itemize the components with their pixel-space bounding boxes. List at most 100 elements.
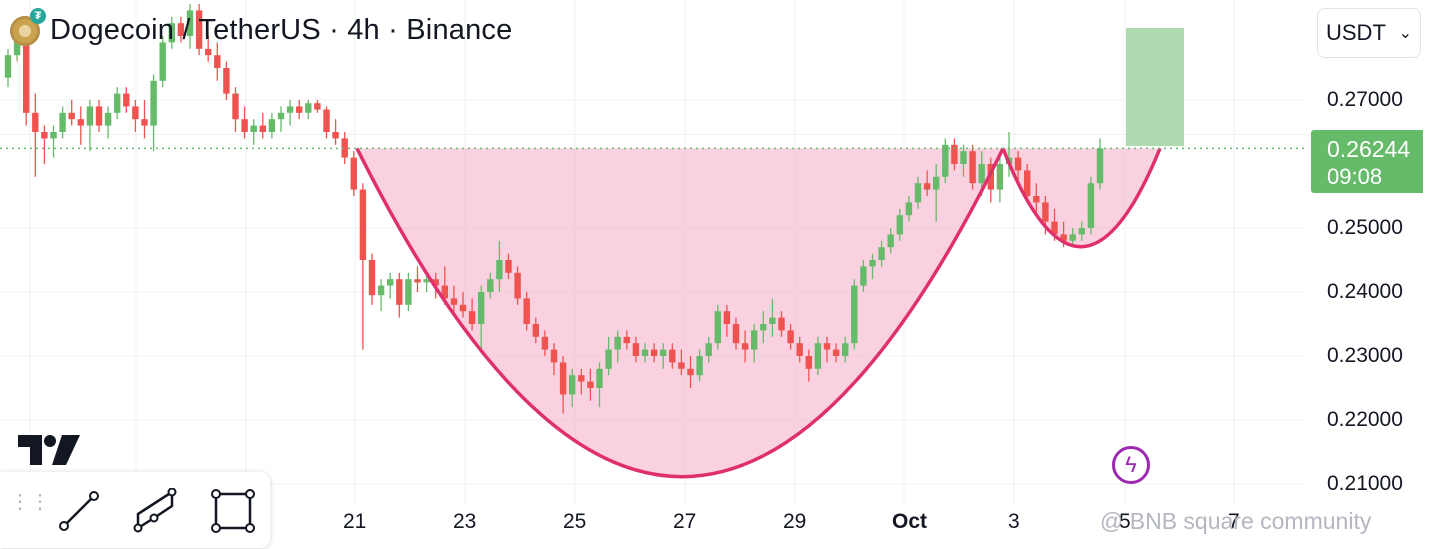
candle-bearish xyxy=(141,119,148,126)
candle-bullish xyxy=(960,151,967,164)
candle-bullish xyxy=(769,317,776,324)
trend-line-icon[interactable] xyxy=(56,488,102,534)
candle-bullish xyxy=(268,119,276,132)
candle-bullish xyxy=(878,247,885,260)
candle-bullish xyxy=(905,202,913,216)
candle-bearish xyxy=(578,375,585,382)
candle-bearish xyxy=(951,144,958,164)
candle-bullish xyxy=(714,311,721,344)
y-axis-tick-label: 0.27000 xyxy=(1327,88,1403,111)
candle-bearish xyxy=(687,368,694,376)
candle-bearish xyxy=(1024,170,1031,196)
candle-bullish xyxy=(159,42,166,81)
candle-bullish xyxy=(605,349,612,369)
candle-bullish xyxy=(1078,228,1085,235)
candle-bullish xyxy=(933,176,940,190)
candle-bearish xyxy=(450,298,458,305)
candle-bearish xyxy=(778,317,785,331)
candle-bearish xyxy=(32,112,39,132)
candle-bearish xyxy=(396,279,403,305)
candle-bullish xyxy=(59,112,66,132)
candle-bullish xyxy=(86,106,94,126)
rectangle-icon[interactable] xyxy=(210,488,256,534)
y-axis-tick-label: 0.22000 xyxy=(1327,408,1403,431)
candle-bearish xyxy=(514,272,521,299)
candle-bearish xyxy=(1033,196,1040,203)
candle-bullish xyxy=(842,343,849,356)
candle-bearish xyxy=(296,106,303,113)
candle-bullish xyxy=(478,292,485,324)
last-price-tag: 0.26244 09:08 xyxy=(1311,130,1423,193)
candle-bullish xyxy=(660,349,667,356)
candle-bearish xyxy=(678,362,685,369)
candle-bearish xyxy=(632,343,640,356)
candle-bullish xyxy=(487,279,494,292)
candle-bearish xyxy=(669,349,676,363)
candle-bullish xyxy=(569,375,576,395)
price-target-box xyxy=(1126,28,1184,146)
candle-bullish xyxy=(614,336,621,350)
candle-bearish xyxy=(77,119,84,126)
candle-bullish xyxy=(13,36,21,56)
candle-bullish xyxy=(305,103,312,113)
candle-bearish xyxy=(1060,234,1067,241)
candle-bearish xyxy=(1042,202,1049,222)
x-axis-tick-label: 27 xyxy=(673,510,697,533)
candle-bearish xyxy=(468,311,476,324)
chevron-down-icon: ⌄ xyxy=(1398,25,1412,42)
candle-bullish xyxy=(887,234,894,248)
y-axis-tick-label: 0.23000 xyxy=(1327,344,1403,367)
candle-bearish xyxy=(323,109,330,132)
candle-bearish xyxy=(241,119,248,132)
cup-curve xyxy=(355,147,1005,479)
candle-bearish xyxy=(41,132,48,139)
candle-bullish xyxy=(104,112,112,126)
lightning-icon[interactable]: ϟ xyxy=(1112,446,1150,484)
candle-bullish xyxy=(814,343,822,369)
candle-bearish xyxy=(195,10,203,49)
candle-bullish xyxy=(851,285,858,344)
x-axis-tick-label: Oct xyxy=(892,510,928,533)
candle-bullish xyxy=(914,183,922,203)
chart-title: Dogecoin / TetherUS · 4h · Binance xyxy=(50,14,513,46)
candle-bearish xyxy=(350,157,357,190)
candle-bearish xyxy=(587,381,594,388)
candle-bearish xyxy=(95,106,103,126)
x-axis-tick-label: 23 xyxy=(453,510,477,533)
candle-bearish xyxy=(741,343,749,350)
candle-bearish xyxy=(414,279,421,283)
candle-bearish xyxy=(787,330,794,344)
drawing-toolbar: ⋮⋮ xyxy=(0,472,270,548)
candle-bearish xyxy=(723,311,731,324)
x-axis-tick-label: 21 xyxy=(343,510,367,533)
candle-bearish xyxy=(559,362,567,395)
candle-bearish xyxy=(505,260,512,273)
candle-bearish xyxy=(368,260,376,296)
candle-bullish xyxy=(596,368,603,388)
drag-grip-icon[interactable]: ⋮⋮ xyxy=(10,491,50,513)
candle-bullish xyxy=(996,164,1004,190)
candle-bullish xyxy=(50,132,57,139)
candle-bearish xyxy=(259,125,266,132)
candle-bearish xyxy=(341,138,348,158)
candle-bearish xyxy=(432,279,439,286)
x-axis-tick-label: 7 xyxy=(1228,510,1240,533)
candle-bullish xyxy=(286,106,294,113)
currency-selector[interactable]: USDT ⌄ xyxy=(1317,8,1421,58)
candle-bullish xyxy=(869,260,876,267)
candle-bullish xyxy=(942,144,949,177)
candle-bearish xyxy=(359,189,367,260)
candle-bullish xyxy=(150,80,157,126)
x-axis-tick-label: 5 xyxy=(1119,510,1131,533)
parallel-channel-icon[interactable] xyxy=(132,488,178,534)
candle-bullish xyxy=(496,260,503,280)
candle-bullish xyxy=(1069,234,1076,241)
candle-bearish xyxy=(523,298,530,324)
candle-bearish xyxy=(132,106,139,120)
candle-bearish xyxy=(923,183,931,190)
candle-bullish xyxy=(1087,183,1095,228)
candle-bearish xyxy=(1051,221,1058,235)
tradingview-logo-icon[interactable] xyxy=(18,435,80,467)
candle-bearish xyxy=(332,132,339,139)
